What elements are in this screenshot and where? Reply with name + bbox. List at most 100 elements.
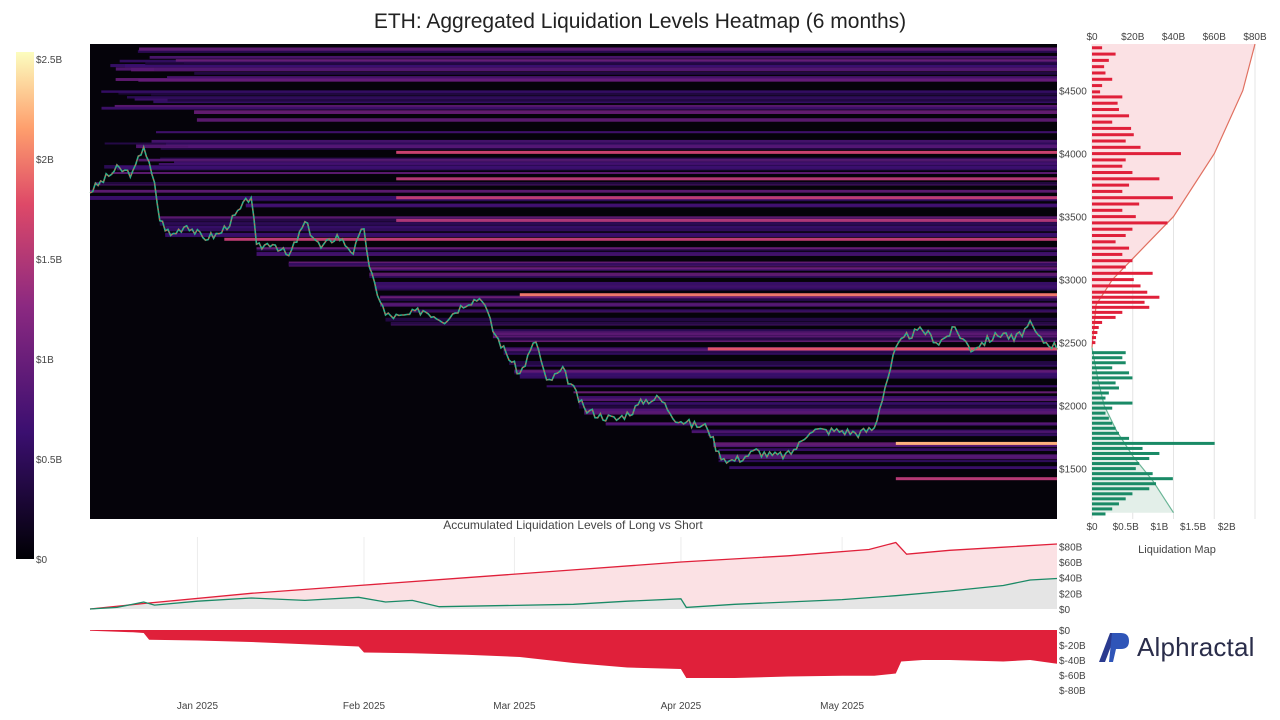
brand-logo: Alphractal (1097, 630, 1255, 664)
liquidation-streak (138, 158, 1057, 162)
short-liquidation-bar (1092, 158, 1126, 162)
long-liquidation-bar (1092, 396, 1106, 400)
colorbar-tick-label: $2B (36, 155, 54, 166)
price-line-up (89, 144, 1058, 465)
liquidation-streak (165, 228, 1057, 232)
accumulated-axis-label: $0 (1059, 605, 1071, 616)
short-liquidation-bar (1092, 240, 1116, 244)
long-liquidation-bar (1092, 451, 1160, 455)
map-top-axis-label: $40B (1162, 32, 1186, 43)
map-top-axis-label: $0 (1086, 32, 1098, 43)
liquidation-streak (578, 404, 1057, 409)
map-bottom-axis-label: $1.5B (1180, 522, 1206, 533)
short-liquidation-bar (1092, 295, 1160, 299)
long-liquidation-bar (1092, 457, 1150, 461)
short-liquidation-bar (1092, 139, 1126, 143)
liquidation-streak (145, 62, 1057, 66)
short-liquidation-bar (1092, 177, 1160, 181)
liquidation-streak (165, 233, 1057, 238)
short-liquidation-bar (1092, 252, 1123, 256)
long-liquidation-bar (1092, 351, 1126, 355)
map-bottom-axis-label: $0 (1086, 522, 1098, 533)
liquidation-streak (492, 335, 1058, 339)
colorbar-tick-label: $1.5B (36, 255, 62, 266)
liquidation-streak (136, 144, 1058, 149)
long-liquidation-bar (1092, 441, 1215, 445)
liquidation-streak (167, 98, 1058, 102)
long-cumulative-area (1092, 347, 1174, 513)
accumulated-title: Accumulated Liquidation Levels of Long v… (443, 518, 703, 532)
liquidation-streak (160, 157, 1058, 160)
heatmap-area: $4500 $4000 $3500 $3000 $2500 $2000 $1500 (89, 44, 1087, 519)
liquidation-level-line (519, 293, 1057, 297)
liquidation-streak (139, 47, 1057, 51)
long-liquidation-bar (1092, 487, 1150, 491)
colorbar-tick-label: $0 (36, 555, 48, 566)
long-liquidation-bar (1092, 361, 1126, 365)
liquidation-streak (380, 298, 1058, 302)
liquidation-streak (175, 59, 1058, 62)
liquidation-streak (196, 118, 1058, 122)
liquidation-streak (584, 411, 1057, 415)
short-liquidation-bar (1092, 341, 1096, 345)
short-liquidation-bar (1092, 202, 1140, 206)
liquidation-streak (605, 422, 1057, 425)
long-liquidation-bar (1092, 446, 1143, 450)
net-liquidation-area (90, 630, 1057, 678)
long-liquidation-bar (1092, 356, 1123, 360)
liquidation-streak (194, 110, 1057, 114)
short-liquidation-bar (1092, 208, 1123, 212)
short-liquidation-bar (1092, 65, 1105, 69)
liquidation-streak (138, 78, 1057, 82)
short-liquidation-bar (1092, 126, 1132, 130)
liquidation-streak (573, 391, 1057, 394)
short-liquidation-bar (1092, 227, 1133, 231)
liquidation-streak (160, 146, 1058, 150)
short-liquidation-bar (1092, 325, 1099, 329)
short-liquidation-bar (1092, 120, 1113, 124)
date-tick-label: Apr 2025 (661, 701, 702, 712)
long-liquidation-bar (1092, 366, 1113, 370)
map-bottom-axis-label: $0.5B (1113, 522, 1139, 533)
difference-panel: $0 $-20B $-40B $-60B $-80B (90, 626, 1086, 697)
map-top-axis-label: $20B (1121, 32, 1145, 43)
long-liquidation-bar (1092, 512, 1106, 516)
liquidation-streak (492, 332, 1058, 337)
accumulated-axis-label: $40B (1059, 574, 1083, 585)
short-liquidation-bar (1092, 164, 1123, 168)
short-liquidation-bar (1092, 71, 1106, 75)
long-liquidation-bar (1092, 477, 1173, 481)
short-liquidation-bar (1092, 271, 1153, 275)
liquidation-streak (718, 460, 1057, 463)
accumulated-axis-label: $20B (1059, 589, 1083, 600)
colorbar (16, 52, 34, 559)
liquidation-streak (578, 402, 1057, 406)
liquidation-streak (183, 61, 1058, 64)
short-liquidation-bar (1092, 300, 1145, 304)
liquidation-streak (519, 373, 1057, 377)
liquidation-streak (256, 251, 1057, 255)
date-tick-label: May 2025 (820, 701, 864, 712)
liquidation-level-line (396, 218, 1057, 222)
liquidation-streak (245, 198, 1058, 202)
liquidation-streak (115, 67, 1057, 71)
liquidation-streak (116, 165, 1058, 169)
short-liquidation-bar (1092, 234, 1126, 238)
liquidation-streak (412, 309, 1057, 312)
liquidation-streak (167, 76, 1057, 79)
long-liquidation-bar (1092, 431, 1119, 435)
liquidation-streak (194, 71, 1057, 75)
liquidation-streak (503, 350, 1057, 353)
liquidation-map: $0 $20B $40B $60B $80B $0 $0.5B $1B $1.5B $2BLiqu… (1086, 32, 1267, 556)
short-liquidation-bar (1092, 310, 1123, 314)
long-liquidation-bar (1092, 482, 1157, 486)
liquidation-streak (380, 302, 1058, 305)
liquidation-streak (114, 104, 1058, 108)
liquidation-streak (111, 171, 1057, 175)
liquidation-streak (100, 182, 1057, 185)
long-liquidation-bar (1092, 472, 1153, 476)
accumulated-axis-label: $80B (1059, 542, 1083, 553)
liquidation-streak (519, 374, 1057, 379)
liquidation-streak (691, 429, 1057, 432)
